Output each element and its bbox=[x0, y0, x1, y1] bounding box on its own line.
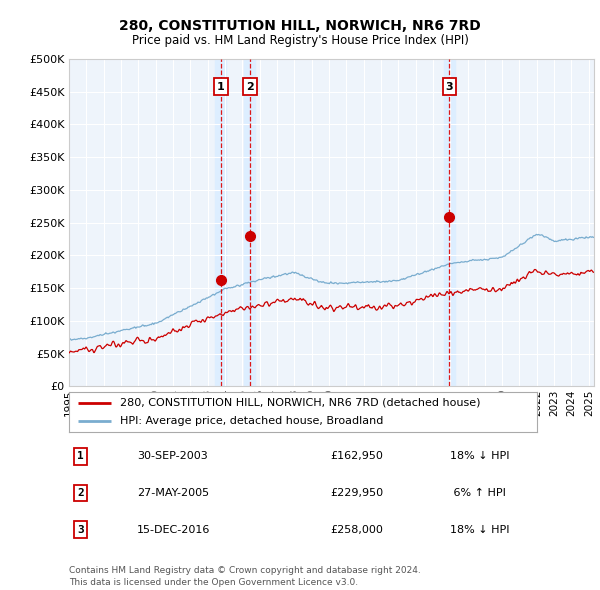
Text: 3: 3 bbox=[77, 525, 84, 535]
Text: 1: 1 bbox=[77, 451, 84, 461]
Text: 6% ↑ HPI: 6% ↑ HPI bbox=[450, 488, 506, 498]
Text: HPI: Average price, detached house, Broadland: HPI: Average price, detached house, Broa… bbox=[121, 416, 384, 426]
Bar bbox=[215, 59, 226, 386]
Text: Contains HM Land Registry data © Crown copyright and database right 2024.
This d: Contains HM Land Registry data © Crown c… bbox=[69, 566, 421, 587]
Text: 1: 1 bbox=[217, 81, 224, 91]
Text: 2: 2 bbox=[77, 488, 84, 498]
Text: 18% ↓ HPI: 18% ↓ HPI bbox=[450, 525, 509, 535]
Text: 18% ↓ HPI: 18% ↓ HPI bbox=[450, 451, 509, 461]
Text: 3: 3 bbox=[446, 81, 454, 91]
Text: 2: 2 bbox=[245, 81, 253, 91]
Text: 280, CONSTITUTION HILL, NORWICH, NR6 7RD (detached house): 280, CONSTITUTION HILL, NORWICH, NR6 7RD… bbox=[121, 398, 481, 408]
Text: 15-DEC-2016: 15-DEC-2016 bbox=[137, 525, 210, 535]
Text: £258,000: £258,000 bbox=[330, 525, 383, 535]
Text: 280, CONSTITUTION HILL, NORWICH, NR6 7RD: 280, CONSTITUTION HILL, NORWICH, NR6 7RD bbox=[119, 19, 481, 33]
Bar bbox=[244, 59, 255, 386]
Text: 27-MAY-2005: 27-MAY-2005 bbox=[137, 488, 209, 498]
Text: £162,950: £162,950 bbox=[330, 451, 383, 461]
Bar bbox=[444, 59, 455, 386]
Text: £229,950: £229,950 bbox=[330, 488, 383, 498]
Text: Price paid vs. HM Land Registry's House Price Index (HPI): Price paid vs. HM Land Registry's House … bbox=[131, 34, 469, 47]
Text: 30-SEP-2003: 30-SEP-2003 bbox=[137, 451, 208, 461]
